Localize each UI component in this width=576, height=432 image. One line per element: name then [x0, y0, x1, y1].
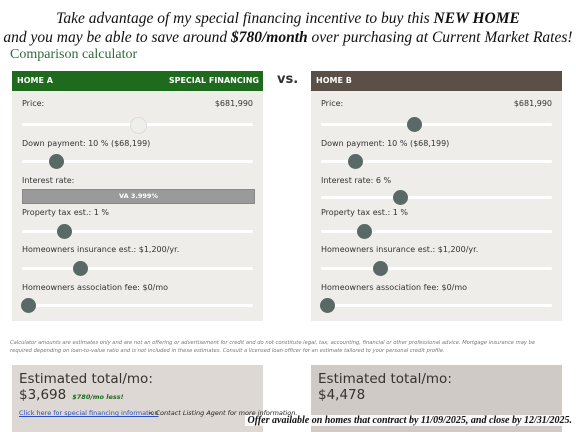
- field-label: Price:: [321, 99, 343, 108]
- field-value: $681,990: [513, 99, 552, 108]
- slider-track: [321, 123, 552, 126]
- field-label: Homeowners association fee: $0/mo: [321, 283, 467, 292]
- field-label: Down payment: 10 % ($68,199): [321, 139, 449, 148]
- text: over purchasing at Current Market Rates!: [307, 29, 573, 46]
- label: Homeowners insurance est.:: [22, 245, 137, 254]
- label: Homeowners association fee:: [22, 283, 140, 292]
- slider-knob[interactable]: [57, 224, 72, 239]
- field-value: $1,200/yr.: [138, 245, 180, 254]
- field-label: Homeowners association fee: $0/mo: [22, 283, 168, 292]
- slider-track: [321, 160, 552, 163]
- label: Down payment:: [321, 139, 385, 148]
- field-value: $681,990: [214, 99, 253, 108]
- headline-1: Take advantage of my special financing i…: [0, 10, 576, 28]
- amount: $4,478: [318, 387, 366, 403]
- estimate-amount: $4,478: [318, 387, 365, 403]
- text: Take advantage of my special financing i…: [56, 10, 434, 27]
- estimate-box: Estimated total/mo: $3,698 $780/mo less! Cl…: [12, 365, 297, 432]
- field-label: Interest rate: 6 %: [321, 176, 391, 185]
- text: $780/month: [231, 29, 308, 46]
- offer-footer: Offer available on homes that contract b…: [245, 415, 574, 426]
- slider-knob[interactable]: [407, 117, 422, 132]
- label: Price:: [22, 99, 45, 108]
- label: Homeowners association fee:: [321, 283, 439, 292]
- label: Interest rate:: [321, 176, 374, 185]
- text: NEW HOME: [433, 10, 520, 27]
- label: Down payment:: [22, 139, 86, 148]
- field-label: Homeowners insurance est.: $1,200/yr.: [22, 245, 179, 254]
- text: and you may be able to save around: [3, 29, 231, 46]
- field-label: Interest rate:: [22, 176, 74, 185]
- field-label: Homeowners insurance est.: $1,200/yr.: [321, 245, 478, 254]
- subtitle: Comparison calculator: [10, 47, 138, 62]
- headline-2: and you may be able to save around $780/…: [0, 29, 576, 47]
- slider-track: [22, 304, 253, 307]
- field-value: 1 %: [392, 208, 408, 217]
- slider-track: [321, 196, 552, 199]
- field-label: Price:: [22, 99, 44, 108]
- estimate-label: Estimated total/mo:: [19, 371, 153, 387]
- slider-knob[interactable]: [393, 190, 408, 205]
- rate-dropdown[interactable]: VA 3.999%: [22, 189, 255, 204]
- field-label: Property tax est.: 1 %: [321, 208, 408, 217]
- financing-badge: SPECIAL FINANCING: [168, 76, 259, 85]
- slider-knob[interactable]: [73, 261, 88, 276]
- financing-link[interactable]: Click here for special financing informa…: [19, 409, 159, 417]
- vs: vs.: [277, 72, 299, 87]
- label: Price:: [321, 99, 344, 108]
- slider-knob[interactable]: [357, 224, 372, 239]
- estimate-label: Estimated total/mo:: [318, 371, 452, 387]
- slider-knob[interactable]: [373, 261, 388, 276]
- slider-track: [321, 304, 552, 307]
- home-panel: HOME A SPECIAL FINANCING Price: $681,990 Dow…: [12, 71, 263, 321]
- slider-track: [22, 267, 253, 270]
- field-value: 6 %: [375, 176, 392, 185]
- contact-note: < Contact Listing Agent for more informa…: [148, 409, 298, 417]
- home-panel: HOME B Price: $681,990 Down payment: 10 % (…: [311, 71, 562, 321]
- slider-track: [321, 267, 552, 270]
- field-value: 1 %: [93, 208, 109, 217]
- panel-header: HOME B: [311, 71, 562, 91]
- slider-track: [22, 230, 253, 233]
- home-title: HOME A: [17, 76, 53, 85]
- label: Homeowners insurance est.:: [321, 245, 436, 254]
- slider-knob[interactable]: [130, 117, 147, 134]
- savings: $780/mo less!: [72, 393, 124, 401]
- slider-knob[interactable]: [320, 298, 335, 313]
- field-value: 10 % ($68,199): [88, 139, 151, 148]
- field-label: Down payment: 10 % ($68,199): [22, 139, 150, 148]
- field-label: Property tax est.: 1 %: [22, 208, 109, 217]
- field-value: $1,200/yr.: [437, 245, 479, 254]
- slider-knob[interactable]: [21, 298, 36, 313]
- amount: $3,698: [19, 387, 67, 403]
- label: Property tax est.:: [321, 208, 391, 217]
- label: Property tax est.:: [22, 208, 92, 217]
- home-title: HOME B: [316, 76, 352, 85]
- slider-track: [321, 230, 552, 233]
- field-value: $0/mo: [142, 283, 169, 292]
- slider-track: [22, 160, 253, 163]
- estimate-amount: $3,698 $780/mo less!: [19, 387, 124, 403]
- label: Interest rate:: [22, 176, 75, 185]
- field-value: $0/mo: [441, 283, 468, 292]
- field-value: 10 % ($68,199): [387, 139, 450, 148]
- slider-knob[interactable]: [49, 154, 64, 169]
- slider-knob[interactable]: [348, 154, 363, 169]
- panel-header: HOME A SPECIAL FINANCING: [12, 71, 263, 91]
- disclaimer: Calculator amounts are estimates only an…: [10, 340, 536, 354]
